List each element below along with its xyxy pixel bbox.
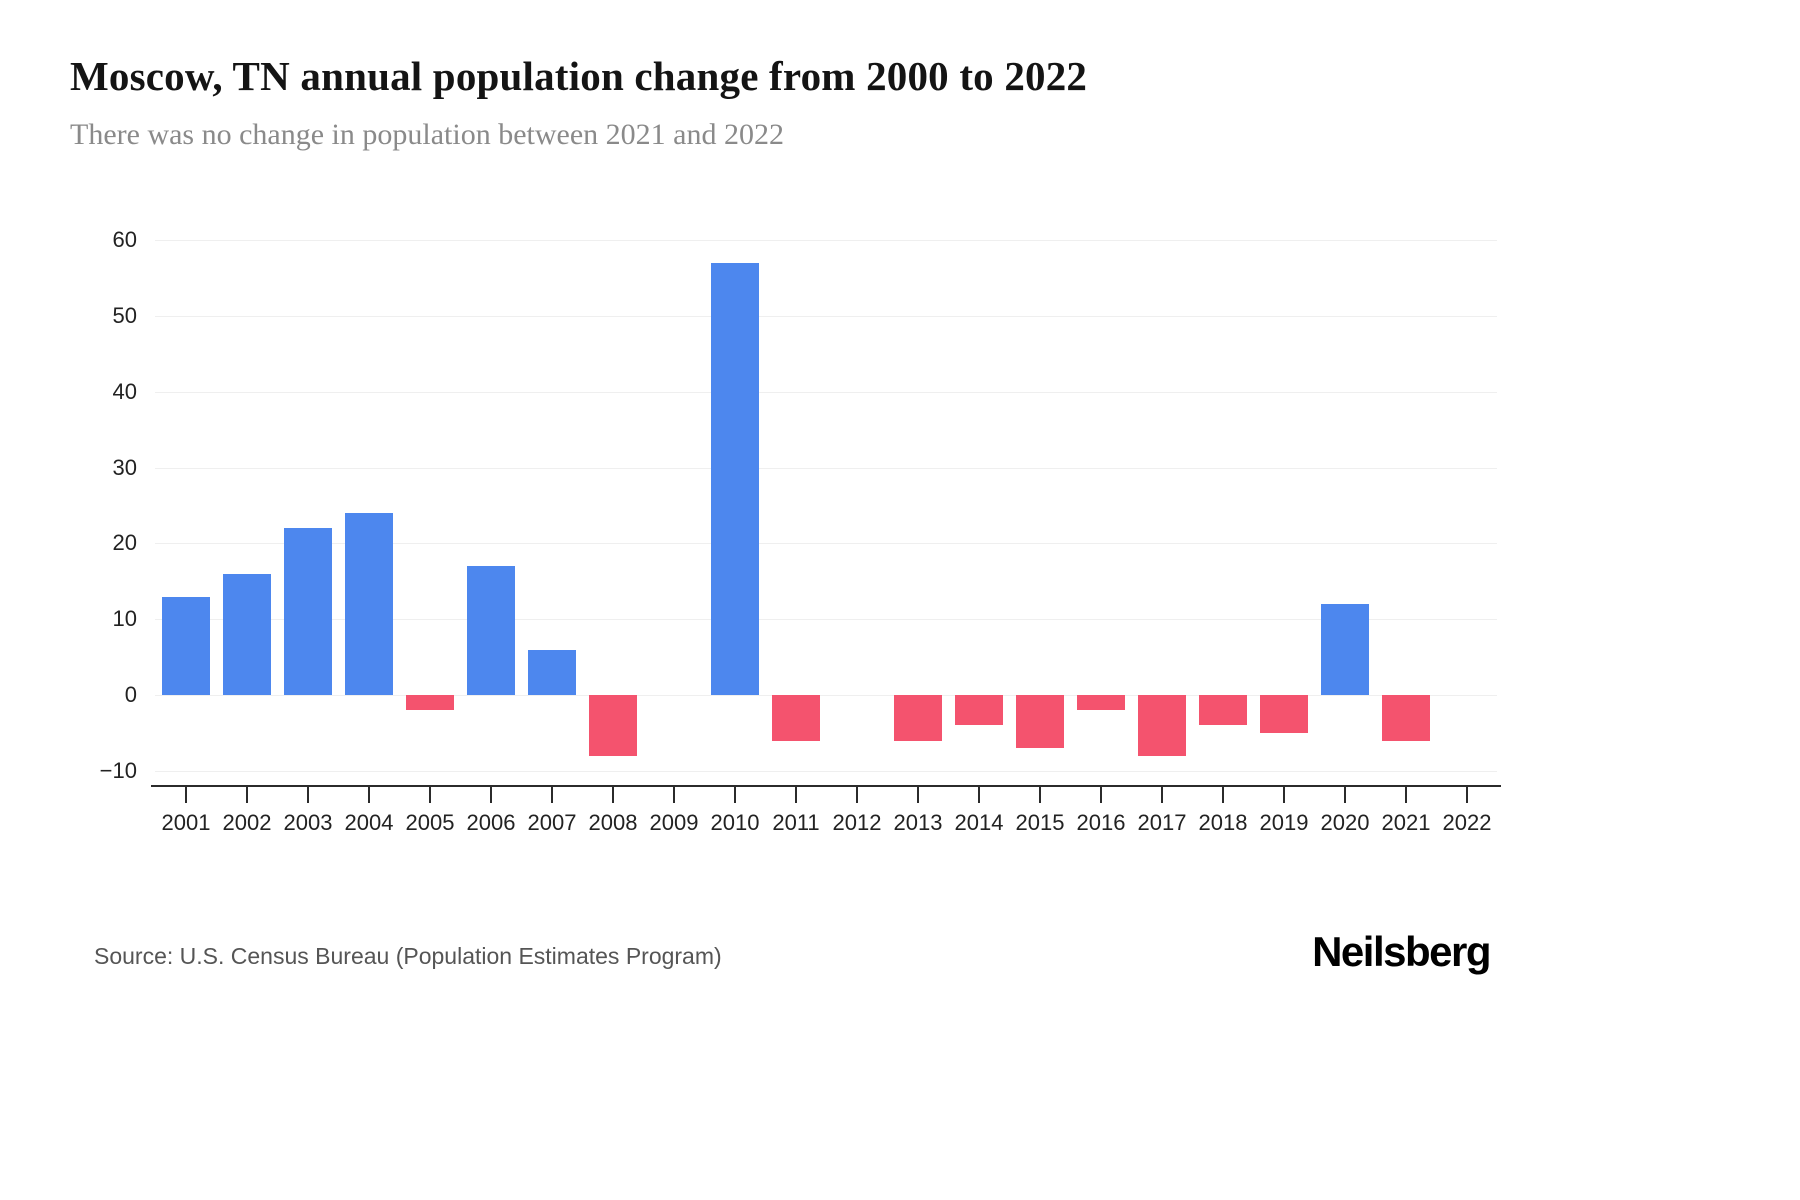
- x-axis-tick: [1161, 787, 1163, 803]
- bar-2020: [1321, 604, 1369, 696]
- x-axis-tick: [307, 787, 309, 803]
- y-axis-tick-label: 10: [112, 606, 137, 632]
- gridline-40: [155, 391, 1497, 393]
- x-axis-tick: [856, 787, 858, 803]
- x-axis-tick-label: 2019: [1259, 810, 1309, 835]
- x-axis-tick: [1222, 787, 1224, 803]
- bar-2002: [223, 573, 271, 696]
- x-axis-tick: [734, 787, 736, 803]
- x-axis-tick-label: 2022: [1442, 810, 1492, 835]
- x-axis-tick-label: 2004: [344, 810, 394, 835]
- x-axis-tick-label: 2012: [832, 810, 882, 835]
- y-axis-tick-label: 20: [112, 530, 137, 556]
- x-axis-tick: [795, 787, 797, 803]
- bar-2013: [894, 695, 942, 741]
- bar-2011: [772, 695, 820, 741]
- bar-2008: [589, 695, 637, 756]
- x-axis-tick-label: 2005: [405, 810, 455, 835]
- chart-title: Moscow, TN annual population change from…: [70, 53, 1088, 99]
- x-axis-tick-label: 2002: [222, 810, 272, 835]
- bar-2005: [406, 695, 454, 711]
- x-axis-tick: [978, 787, 980, 803]
- bar-2021: [1382, 695, 1430, 741]
- x-axis-tick: [917, 787, 919, 803]
- x-axis-tick-label: 2001: [161, 810, 211, 835]
- x-axis-tick-label: 2021: [1381, 810, 1431, 835]
- bar-2015: [1016, 695, 1064, 749]
- source-text: Source: U.S. Census Bureau (Population E…: [94, 943, 722, 969]
- bar-2007: [528, 649, 576, 696]
- y-axis-tick-label: 40: [112, 378, 137, 404]
- chart-subtitle: There was no change in population betwee…: [70, 118, 784, 151]
- x-axis-tick: [246, 787, 248, 803]
- y-axis-tick-label: 60: [112, 227, 137, 252]
- x-axis-tick: [1283, 787, 1285, 803]
- x-axis-tick: [1100, 787, 1102, 803]
- bar-2016: [1077, 695, 1125, 711]
- y-axis-tick-label: 50: [112, 302, 137, 328]
- bar-2010: [711, 262, 759, 696]
- x-axis-tick-label: 2010: [710, 810, 760, 835]
- x-axis-tick-label: 2015: [1015, 810, 1065, 835]
- bar-2019: [1260, 695, 1308, 734]
- x-axis-tick: [1344, 787, 1346, 803]
- neilsberg-logo: Neilsberg: [1312, 928, 1491, 975]
- bar-2018: [1199, 695, 1247, 726]
- x-axis-tick: [185, 787, 187, 803]
- x-axis-tick-label: 2011: [772, 810, 820, 835]
- x-axis-tick-label: 2018: [1198, 810, 1248, 835]
- gridline-0: [155, 695, 1497, 697]
- gridline-50: [155, 315, 1497, 317]
- bar-2014: [955, 695, 1003, 726]
- y-axis-tick-label: 0: [124, 682, 137, 708]
- gridline-60: [155, 240, 1497, 241]
- x-axis-tick-label: 2014: [954, 810, 1004, 835]
- x-axis-tick: [673, 787, 675, 803]
- bar-2004: [345, 513, 393, 696]
- y-axis-tick-label: −10: [99, 758, 137, 783]
- plot-area: −10 0 10 20 30 40 50 60 2001 2002 2003 2004 2005 2006…: [100, 227, 1501, 835]
- x-axis-tick-label: 2020: [1320, 810, 1370, 835]
- x-axis-tick-label: 2016: [1076, 810, 1126, 835]
- bar-2003: [284, 528, 332, 696]
- x-axis-tick-label: 2006: [466, 810, 516, 835]
- x-axis-tick-label: 2007: [527, 810, 577, 835]
- bar-2017: [1138, 695, 1186, 756]
- gridline-10: [155, 619, 1497, 621]
- y-axis-tick-label: 30: [112, 454, 137, 480]
- gridline-20: [155, 543, 1497, 545]
- x-axis-tick-label: 2009: [649, 810, 699, 835]
- x-axis-tick-label: 2017: [1137, 810, 1187, 835]
- x-axis-line: [151, 785, 1501, 787]
- x-axis-tick: [612, 787, 614, 803]
- x-axis-tick: [490, 787, 492, 803]
- bar-2006: [467, 566, 515, 696]
- gridline--10: [155, 771, 1497, 772]
- x-axis-tick-label: 2013: [893, 810, 943, 835]
- gridline-30: [155, 467, 1497, 469]
- x-axis-tick: [551, 787, 553, 803]
- x-axis-tick-label: 2008: [588, 810, 638, 835]
- x-axis-tick: [429, 787, 431, 803]
- x-axis-tick: [1466, 787, 1468, 803]
- x-axis-tick: [1405, 787, 1407, 803]
- x-axis-tick: [1039, 787, 1041, 803]
- bar-2001: [162, 596, 210, 696]
- x-axis-tick-label: 2003: [283, 810, 333, 835]
- x-axis-tick: [368, 787, 370, 803]
